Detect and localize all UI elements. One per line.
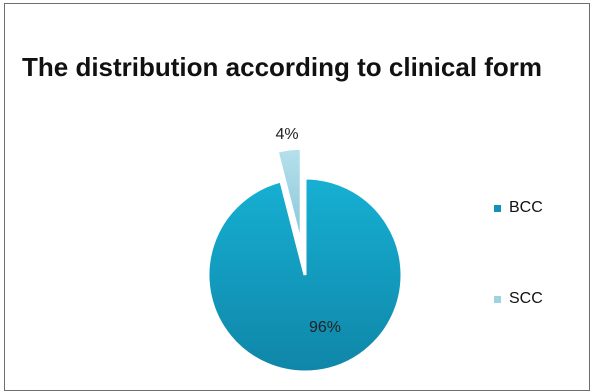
legend-item-scc: SCC: [494, 290, 543, 308]
data-label-scc: 4%: [275, 126, 298, 143]
pie-slice-bcc: [208, 178, 402, 372]
legend-swatch-bcc: [494, 205, 501, 212]
legend-label-bcc: BCC: [509, 199, 543, 217]
legend-swatch-scc: [494, 296, 501, 303]
data-label-bcc: 96%: [309, 319, 341, 336]
legend-label-scc: SCC: [509, 290, 543, 308]
legend-item-bcc: BCC: [494, 199, 543, 217]
